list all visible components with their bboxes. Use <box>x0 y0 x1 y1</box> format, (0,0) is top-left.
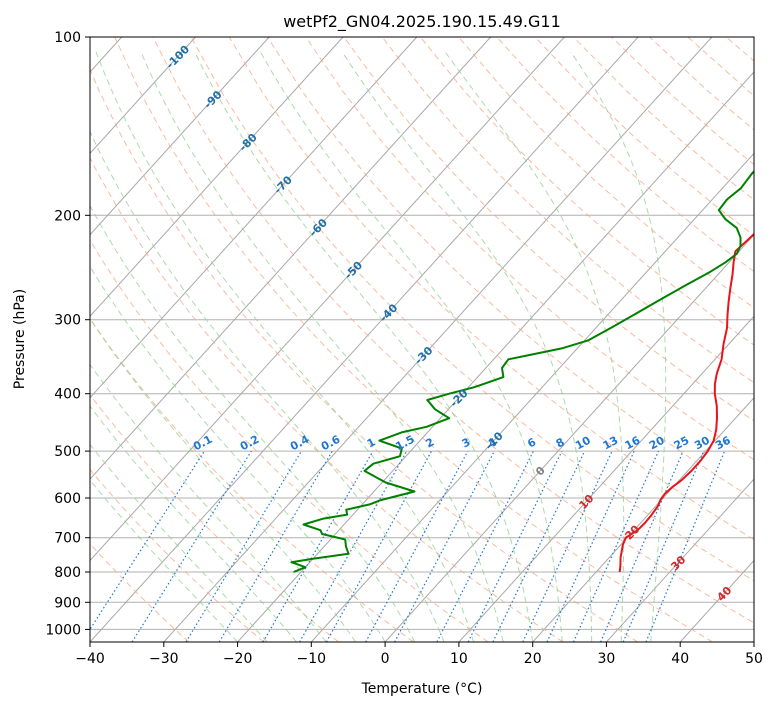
moist-adiabat-line <box>90 317 357 642</box>
mixing-ratio-line <box>522 450 613 642</box>
isotherm-line <box>90 37 639 642</box>
mixing-ratio-line <box>467 450 563 642</box>
x-tick-label: 0 <box>381 651 390 667</box>
x-tick-label: 10 <box>450 651 468 667</box>
y-axis-label: Pressure (hPa) <box>12 289 28 389</box>
isotherm-line <box>606 478 754 642</box>
moist-adiabat-line <box>194 51 534 642</box>
x-tick-label: −20 <box>223 651 253 667</box>
mixing-ratio-label: 25 <box>672 434 692 453</box>
mixing-ratio-label: 13 <box>601 434 621 453</box>
dry-adiabat-line <box>90 468 265 642</box>
mixing-ratio-label: 10 <box>573 434 593 453</box>
dry-adiabat-line <box>152 37 754 624</box>
y-tick-label: 400 <box>54 387 81 403</box>
mixing-ratio-label: 20 <box>647 434 667 453</box>
isotherm-line <box>237 71 754 642</box>
dry-adiabat-line <box>90 393 339 642</box>
y-axis-ticks: 100 200 300 400 500 600 700 800 900 1000 <box>45 30 90 638</box>
mixing-ratio-line <box>492 450 586 642</box>
isotherm-line <box>163 37 713 642</box>
dry-adiabat-line <box>90 156 564 642</box>
x-tick-label: 50 <box>745 651 763 667</box>
moist-adiabat-line <box>444 51 625 642</box>
isotherm-line <box>90 37 344 318</box>
moist-adiabat-line <box>95 51 475 642</box>
mixing-ratio-line <box>365 450 469 642</box>
moist-adiabat-line <box>140 51 504 642</box>
x-tick-label: 30 <box>597 651 615 667</box>
temperature-profile-line <box>618 232 754 573</box>
moist-adiabat-line <box>90 405 297 642</box>
y-tick-label: 1000 <box>45 622 81 638</box>
isotherm-line <box>90 37 491 480</box>
moist-adiabat-line <box>90 265 386 642</box>
y-tick-label: 500 <box>54 444 81 460</box>
y-tick-label: 600 <box>54 491 81 507</box>
dry-adiabat-line <box>114 37 713 642</box>
x-axis-label: Temperature (°C) <box>361 681 483 697</box>
mixing-ratio-line <box>185 450 302 642</box>
moist-adiabats <box>90 51 667 642</box>
dry-adiabat-line <box>90 543 190 642</box>
x-tick-label: −10 <box>297 651 327 667</box>
x-tick-label: −40 <box>75 651 105 667</box>
mixing-ratio-line <box>325 450 433 642</box>
y-tick-label: 200 <box>54 208 81 224</box>
dry-adiabats <box>90 37 754 642</box>
moist-adiabat-line <box>90 204 416 642</box>
y-tick-label: 300 <box>54 313 81 329</box>
dry-adiabat-line <box>90 239 489 642</box>
mixing-ratio-line <box>572 450 660 642</box>
y-tick-label: 900 <box>54 595 81 611</box>
x-axis-ticks: −40 −30 −20 −10 0 10 20 30 40 50 <box>75 642 763 667</box>
mixing-ratio-lines <box>90 450 726 642</box>
mixing-ratio-line <box>600 450 684 642</box>
dry-adiabat-line <box>420 37 754 346</box>
isotherm-lines <box>90 37 754 642</box>
mixing-ratio-line <box>546 450 635 642</box>
y-tick-label: 800 <box>54 565 81 581</box>
chart-title: wetPf2_GN04.2025.190.15.49.G11 <box>283 12 561 32</box>
mixing-ratio-line <box>90 450 205 631</box>
x-tick-label: 40 <box>671 651 689 667</box>
mixing-ratio-line <box>622 450 705 642</box>
moist-adiabat-line <box>260 51 563 642</box>
dewpoint-profile-line <box>290 169 754 573</box>
y-tick-label: 100 <box>54 30 81 46</box>
isotherm-line <box>90 37 270 236</box>
isotherm-line <box>90 37 196 155</box>
mixing-ratio-label: 36 <box>713 434 733 453</box>
mixing-ratio-label: 16 <box>623 434 643 453</box>
isotherm-line <box>384 234 754 642</box>
mixing-ratio-line <box>299 450 408 642</box>
mixing-ratio-line <box>645 450 726 642</box>
moist-adiabat-line <box>570 51 667 642</box>
x-tick-label: −30 <box>149 651 179 667</box>
mixing-ratio-line <box>262 450 374 642</box>
moist-adiabat-line <box>90 130 445 642</box>
mixing-ratio-label: 30 <box>692 434 712 453</box>
mixing-ratio-line <box>131 450 252 642</box>
isotherm-line <box>90 37 418 399</box>
moist-adiabat-line <box>341 51 593 642</box>
isotherm-line <box>90 37 565 562</box>
x-tick-label: 20 <box>524 651 542 667</box>
mixing-ratio-line <box>218 450 333 642</box>
dry-adiabat-line <box>458 37 754 309</box>
plot-frame <box>89 36 755 643</box>
moist-adiabat-line <box>90 363 327 642</box>
sounding-series <box>290 169 754 573</box>
isotherm-line <box>310 152 754 642</box>
y-tick-label: 700 <box>54 531 81 547</box>
